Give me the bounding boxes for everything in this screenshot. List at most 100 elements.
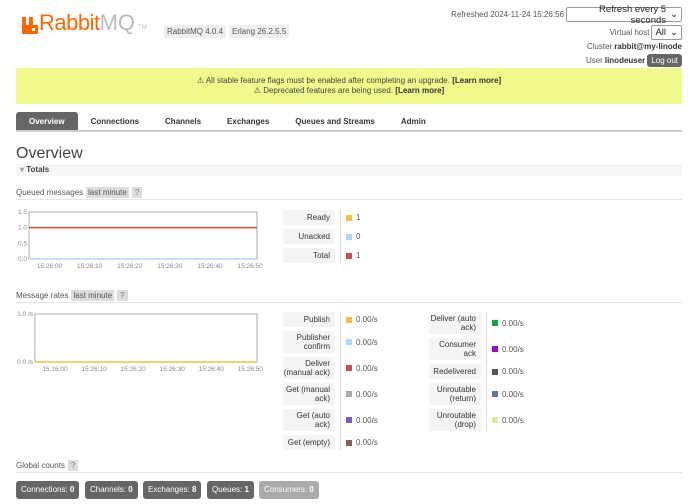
tab-queues-and-streams[interactable]: Queues and Streams <box>295 117 375 126</box>
legend-value: 0.00/s <box>346 409 378 431</box>
legend-labels: Deliver (auto ack) Consumer ack Redelivere… <box>429 312 481 431</box>
legend-divider <box>486 312 487 431</box>
erlang-version: Erlang 26.2.5.5 <box>229 25 290 38</box>
totals-label: Totals <box>26 165 50 174</box>
color-swatch <box>492 320 498 326</box>
help-icon[interactable]: ? <box>131 187 143 198</box>
refresh-select-value: Refresh every 5 seconds <box>598 3 667 26</box>
color-swatch <box>346 365 352 371</box>
rates-range-selector[interactable]: last minute <box>71 290 115 301</box>
message-rates-header: Message rates last minute ? <box>16 289 682 303</box>
legend-value: 0.00/s <box>492 409 524 431</box>
count-exchanges[interactable]: Exchanges: 8 <box>143 481 202 499</box>
legend-value: 0.00/s <box>346 312 378 327</box>
tab-exchanges[interactable]: Exchanges <box>227 117 270 126</box>
x-tick-label: 15:26:10 <box>77 263 103 270</box>
x-tick-label: 15:26:50 <box>238 366 264 373</box>
queued-range-selector[interactable]: last minute <box>86 187 129 198</box>
legend-divider <box>340 312 341 450</box>
warning-banner: ⚠ All stable feature flags must be enabl… <box>16 68 682 104</box>
count-consumers[interactable]: Consumers: 0 <box>259 481 319 499</box>
message-rates-title: Message rates <box>16 291 69 300</box>
tab-admin[interactable]: Admin <box>400 117 426 126</box>
color-swatch <box>492 346 498 352</box>
x-tick-label: 15:26:40 <box>197 263 223 270</box>
count-value: 0 <box>128 485 133 494</box>
y-tick-label: 1.0 /s <box>17 311 34 318</box>
legend-value-text: 0.00/s <box>356 337 378 347</box>
count-channels[interactable]: Channels: 0 <box>85 481 138 499</box>
legend-value: 0.00/s <box>492 312 524 334</box>
main-tabs: Overview Connections Channels Exchanges … <box>16 112 682 132</box>
warning-feature-flags: ⚠ All stable feature flags must be enabl… <box>196 76 450 85</box>
legend-label: Publisher confirm <box>283 331 335 353</box>
learn-more-link[interactable]: [Learn more] <box>452 76 502 85</box>
logo-tm: TM <box>138 25 147 31</box>
count-queues[interactable]: Queues: 1 <box>207 481 254 499</box>
count-label: Channels: <box>90 485 129 494</box>
legend-label: Consumer ack <box>429 338 481 360</box>
tab-channels[interactable]: Channels <box>165 117 202 126</box>
totals-section-toggle[interactable]: ▾ Totals <box>16 164 682 176</box>
count-label: Connections: <box>21 485 70 494</box>
legend-label: Unroutable (return) <box>429 383 481 405</box>
legend-value-text: 1 <box>356 213 361 222</box>
legend-label: Deliver (auto ack) <box>429 312 481 334</box>
queued-messages-chart: 0.0 0.5 1.0 1.5 15:26:00 15:26:10 15:26:20 15:2… <box>10 205 275 275</box>
y-tick-label: 1.5 <box>18 209 27 216</box>
legend-value-text: 0.00/s <box>356 363 378 373</box>
help-icon[interactable]: ? <box>117 290 128 301</box>
plot-area <box>28 211 258 260</box>
message-rates-chart: 0.0 /s 1.0 /s 15:26:00 15:26:10 15:26:20 15:2… <box>10 307 275 377</box>
queued-messages-header: Queued messages last minute ? <box>16 186 682 200</box>
user-label: User <box>585 56 603 65</box>
count-label: Exchanges: <box>148 485 193 494</box>
count-value: 0 <box>69 485 75 494</box>
y-tick-label: 0.0 <box>18 256 27 263</box>
x-tick-label: 15:26:20 <box>117 263 143 270</box>
color-swatch <box>346 233 352 240</box>
color-swatch <box>346 339 352 345</box>
tab-overview[interactable]: Overview <box>16 112 78 130</box>
legend-value: 0.00/s <box>346 383 378 405</box>
legend-value: 0.00/s <box>346 331 378 353</box>
legend-value-text: 0.00/s <box>356 389 378 399</box>
legend-value: 0.00/s <box>492 338 524 360</box>
page-title: Overview <box>16 145 83 162</box>
legend-label: Unroutable (drop) <box>429 409 481 431</box>
legend-label: Get (auto ack) <box>283 409 335 431</box>
refresh-select[interactable]: Refresh every 5 seconds ⌄ <box>566 4 682 26</box>
rabbitmq-logo-icon <box>22 17 38 34</box>
learn-more-link[interactable]: [Learn more] <box>395 86 445 95</box>
legend-divider <box>340 210 341 263</box>
color-swatch <box>346 214 352 221</box>
legend-value-text: 0.00/s <box>356 315 378 324</box>
chevron-down-icon: ⌄ <box>670 27 678 38</box>
rabbitmq-logo[interactable]: Rabbit MQ TM <box>22 12 147 34</box>
help-icon[interactable]: ? <box>67 460 79 471</box>
legend-value-text: 0 <box>356 232 361 241</box>
x-tick-label: 15:26:50 <box>238 263 264 270</box>
y-tick-label: 1.0 <box>18 225 27 232</box>
cluster-label: Cluster <box>586 42 613 51</box>
x-tick-label: 15:26:30 <box>160 366 186 373</box>
chevron-down-icon: ⌄ <box>670 9 678 20</box>
legend-label: Total <box>283 248 335 263</box>
legend-value-text: 0.00/s <box>502 415 524 425</box>
logout-button[interactable]: Log out <box>647 54 682 67</box>
legend-values: 0.00/s 0.00/s 0.00/s 0.00/s 0.00/s <box>492 312 524 431</box>
chart-svg: 0.0 /s 1.0 /s 15:26:00 15:26:10 15:26:20 15:2… <box>17 311 264 373</box>
legend-value: 0.00/s <box>492 364 524 379</box>
legend-value: 1 <box>346 210 360 225</box>
legend-value-text: 0.00/s <box>356 438 378 447</box>
chart-svg: 0.0 0.5 1.0 1.5 15:26:00 15:26:10 15:26:20 15:2… <box>18 209 264 270</box>
count-connections[interactable]: Connections: 0 <box>16 481 80 499</box>
vhost-select-value: All <box>655 27 667 38</box>
count-value: 8 <box>192 485 197 494</box>
legend-value-text: 0.00/s <box>502 389 524 399</box>
vhost-label: Virtual host <box>609 28 650 37</box>
count-label: Consumers: <box>264 485 310 494</box>
tab-connections[interactable]: Connections <box>90 117 140 126</box>
vhost-select[interactable]: All ⌄ <box>651 25 682 40</box>
legend-value-text: 0.00/s <box>356 415 378 425</box>
